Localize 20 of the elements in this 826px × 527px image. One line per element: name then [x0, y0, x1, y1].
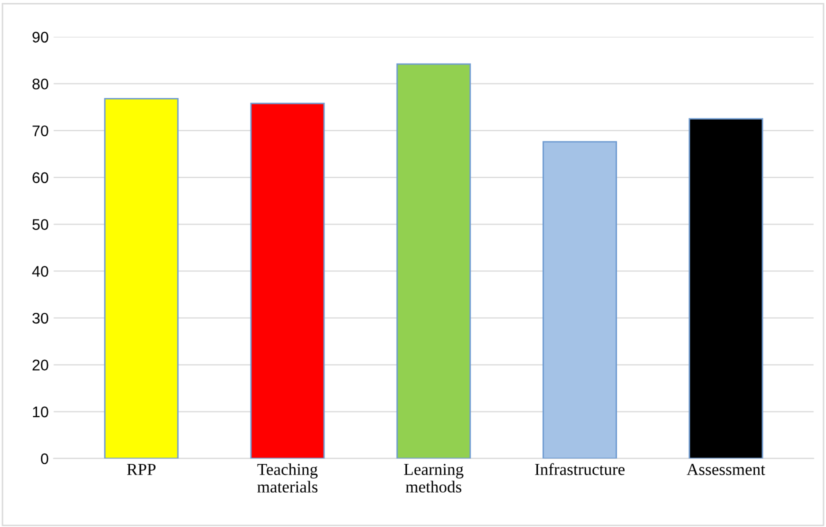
y-tick-label: 20	[32, 360, 48, 370]
x-tick-label: Teaching materials	[257, 463, 318, 493]
y-tick-label: 40	[32, 266, 48, 277]
bar	[250, 102, 325, 458]
x-tick-label: Assessment	[686, 464, 766, 476]
y-tick-label: 70	[32, 125, 48, 136]
x-tick-label: Infrastructure	[535, 463, 625, 476]
y-tick-label: 10	[33, 406, 48, 418]
bar	[104, 98, 179, 458]
x-tick-label: Learning methods	[404, 464, 464, 493]
y-tick-label: 90	[32, 32, 48, 43]
y-tick-label: 0	[40, 453, 48, 464]
bar	[542, 141, 618, 458]
y-tick-label: 60	[32, 172, 48, 184]
bar	[396, 63, 471, 458]
bar	[688, 118, 764, 458]
y-tick-label: 30	[32, 312, 48, 324]
y-tick-label: 50	[32, 219, 48, 230]
x-tick-label: RPP	[127, 464, 156, 475]
y-tick-label: 80	[32, 78, 48, 90]
